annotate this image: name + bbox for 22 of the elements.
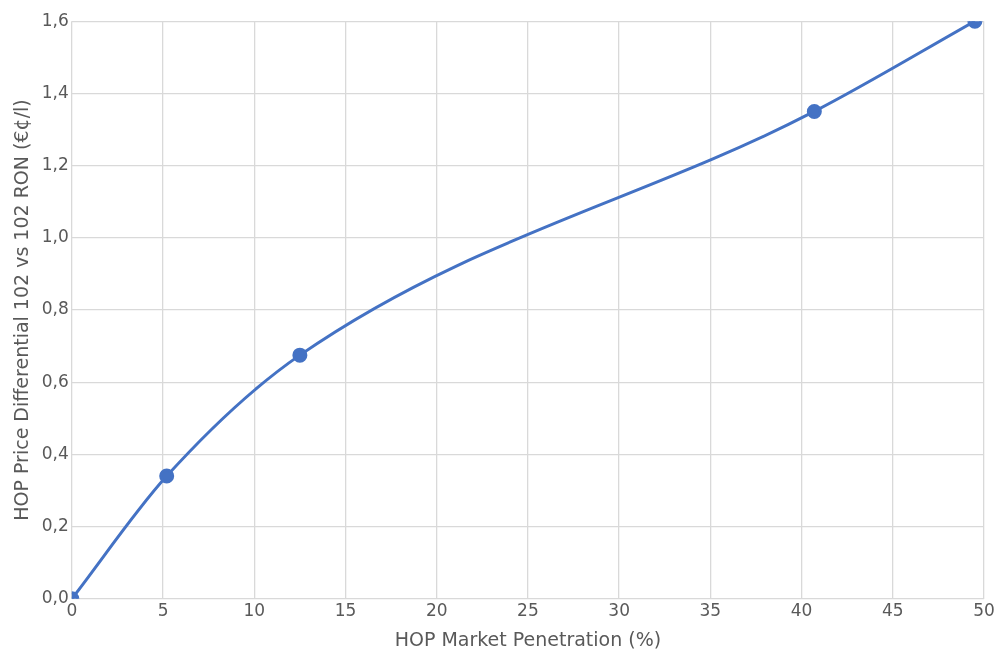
y-axis-title: HOP Price Differential 102 vs 102 RON (€¢/l)	[10, 99, 33, 521]
y-tick-label: 1,0	[41, 226, 69, 247]
y-tick-label: 1,6	[41, 9, 69, 30]
y-tick-label: 0,4	[41, 442, 69, 463]
x-tick-label: 25	[517, 600, 539, 621]
x-tick-label: 35	[699, 600, 722, 621]
x-tick-label: 30	[608, 600, 630, 621]
y-tick-label: 1,2	[41, 154, 69, 175]
y-tick-label: 0,0	[41, 587, 69, 608]
x-tick-label: 40	[790, 600, 813, 621]
y-tick-label: 0,2	[41, 515, 69, 536]
x-axis-title: HOP Market Penetration (%)	[394, 627, 662, 650]
x-tick-label: 10	[243, 600, 266, 621]
x-tick-label: 20	[425, 600, 448, 621]
x-tick-label: 5	[157, 600, 169, 621]
y-tick-label: 0,8	[41, 298, 69, 319]
x-tick-label: 0	[66, 600, 78, 621]
x-tick-label: 45	[881, 600, 904, 621]
y-tick-label: 1,4	[41, 81, 69, 102]
x-tick-label: 15	[334, 600, 357, 621]
x-tick-label: 50	[973, 600, 995, 621]
y-tick-label: 0,6	[41, 370, 69, 391]
